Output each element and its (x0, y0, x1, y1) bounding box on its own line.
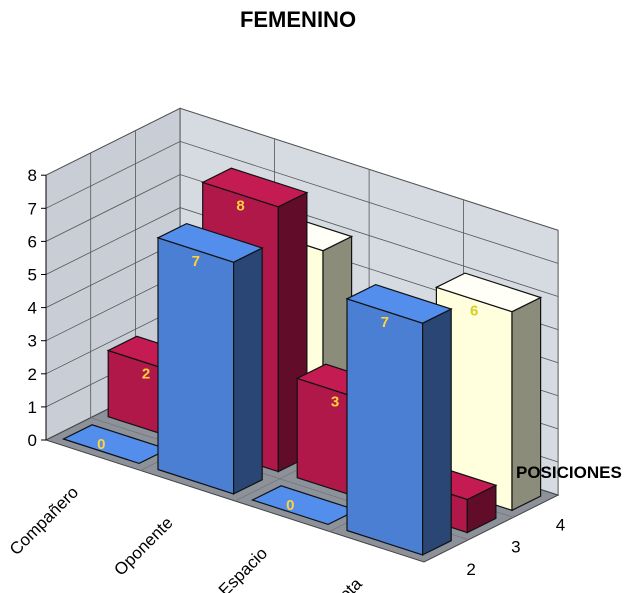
data-label: 6 (470, 303, 478, 320)
y-tick-label: 7 (28, 199, 37, 218)
data-label: 2 (142, 366, 150, 383)
data-label: 8 (236, 198, 244, 215)
data-label: 3 (331, 394, 339, 411)
category-label: Espacio (215, 544, 271, 593)
y-tick-label: 8 (28, 166, 37, 185)
category-label: Compañero (6, 483, 82, 559)
y-tick-label: 1 (28, 398, 37, 417)
y-tick-label: 3 (28, 332, 37, 351)
depth-tick-label: 4 (556, 515, 565, 534)
y-tick-label: 0 (28, 431, 37, 450)
bar: 6 (434, 272, 543, 512)
chart-title: FEMENINO (240, 7, 356, 32)
depth-tick-label: 3 (511, 538, 520, 557)
data-label: 0 (97, 436, 105, 453)
data-label: 7 (192, 253, 200, 270)
depth-axis-title: POSICIONES (516, 463, 622, 482)
y-tick-label: 4 (28, 299, 37, 318)
y-tick-label: 6 (28, 232, 37, 251)
category-label: Oponente (110, 513, 176, 579)
category-label: Pelota (318, 574, 366, 593)
data-label: 0 (286, 497, 294, 514)
y-tick-label: 2 (28, 365, 37, 384)
depth-tick-label: 2 (466, 560, 475, 579)
data-label: 7 (381, 314, 389, 331)
bars: 6628310707 (61, 167, 543, 556)
y-tick-label: 5 (28, 266, 37, 285)
bar: 7 (156, 222, 264, 495)
bar: 7 (345, 283, 453, 556)
